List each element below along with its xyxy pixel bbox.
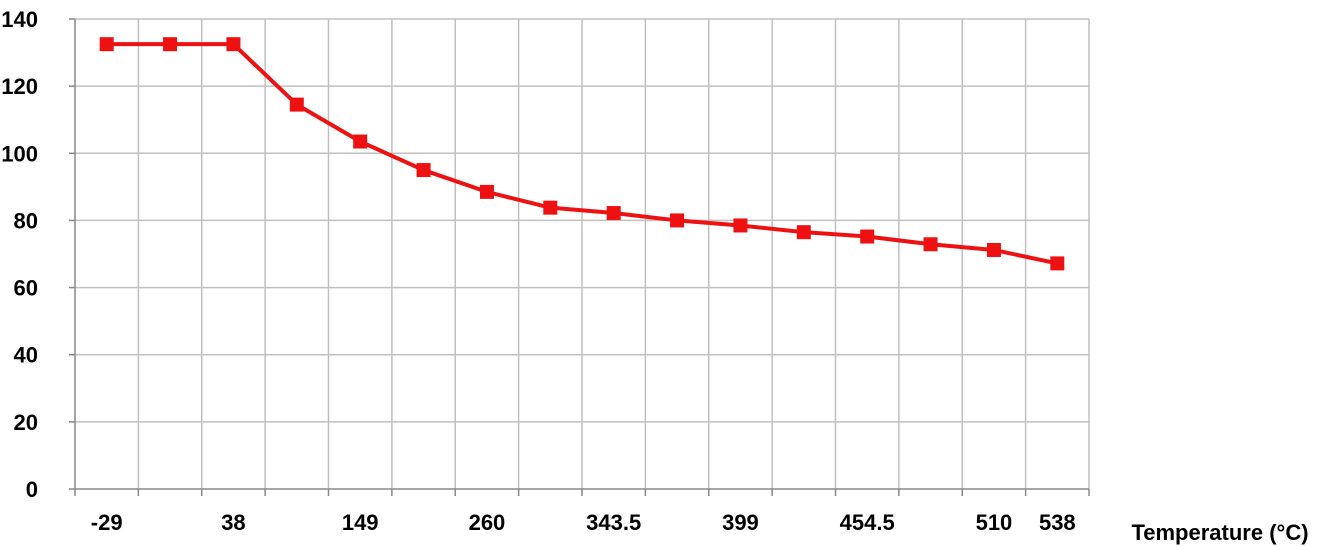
data-point (353, 134, 368, 149)
x-tick-label: 538 (1039, 510, 1076, 535)
data-point (733, 218, 748, 233)
data-point (670, 213, 685, 228)
data-point (99, 37, 114, 52)
x-tick-label: 149 (342, 510, 379, 535)
data-point (923, 237, 938, 252)
y-tick-label: 140 (1, 7, 38, 32)
data-point (796, 225, 811, 240)
x-tick-label: 454.5 (840, 510, 895, 535)
y-tick-label: 40 (14, 343, 38, 368)
y-tick-labels: 0 20 40 60 80 100 120 140 (1, 7, 38, 502)
x-tick-label: 260 (469, 510, 506, 535)
x-tick-labels: -29 38 149 260 343.5 399 454.5 510 538 (91, 510, 1076, 535)
y-tick-label: 120 (1, 74, 38, 99)
axes (69, 18, 1090, 496)
data-point (479, 184, 494, 199)
x-tick-label: 510 (976, 510, 1013, 535)
vertical-gridlines (137, 19, 1090, 489)
y-tick-label: 80 (14, 208, 38, 233)
data-point (416, 163, 431, 178)
data-point (226, 37, 241, 52)
x-tick-label: 343.5 (586, 510, 641, 535)
data-point (543, 200, 558, 215)
y-tick-label: 20 (14, 410, 38, 435)
data-point (289, 97, 304, 112)
series-line (106, 42, 1058, 266)
data-point (1050, 256, 1065, 271)
data-point (860, 229, 875, 244)
x-tick-label: 399 (722, 510, 759, 535)
data-point (986, 242, 1001, 257)
data-series (99, 37, 1065, 271)
x-tick-label: -29 (91, 510, 123, 535)
x-tick-label: 38 (221, 510, 245, 535)
horizontal-gridlines (75, 18, 1089, 423)
x-axis-label: Temperature (°C) (1131, 520, 1308, 545)
y-tick-label: 60 (14, 276, 38, 301)
data-point (163, 37, 178, 52)
data-point (606, 206, 621, 221)
y-tick-label: 0 (26, 477, 38, 502)
y-tick-label: 100 (1, 141, 38, 166)
